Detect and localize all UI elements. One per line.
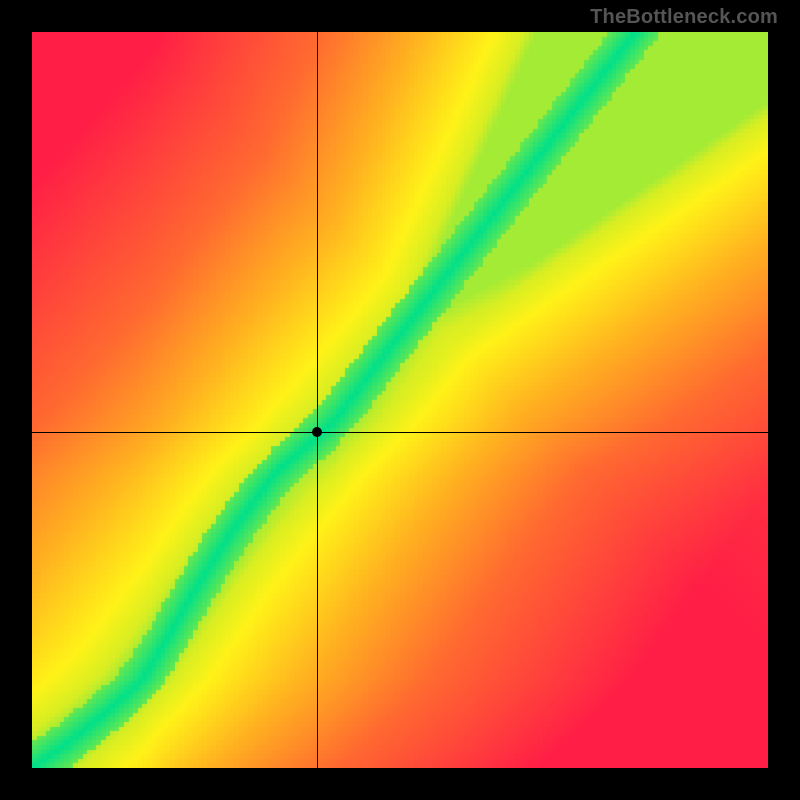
attribution-text: TheBottleneck.com	[590, 6, 778, 29]
crosshair-horizontal	[32, 432, 768, 433]
crosshair-vertical	[317, 32, 318, 768]
chart-container: TheBottleneck.com	[0, 0, 800, 800]
data-point-marker	[312, 427, 322, 437]
heatmap-canvas	[32, 32, 768, 768]
bottleneck-heatmap	[32, 32, 768, 768]
